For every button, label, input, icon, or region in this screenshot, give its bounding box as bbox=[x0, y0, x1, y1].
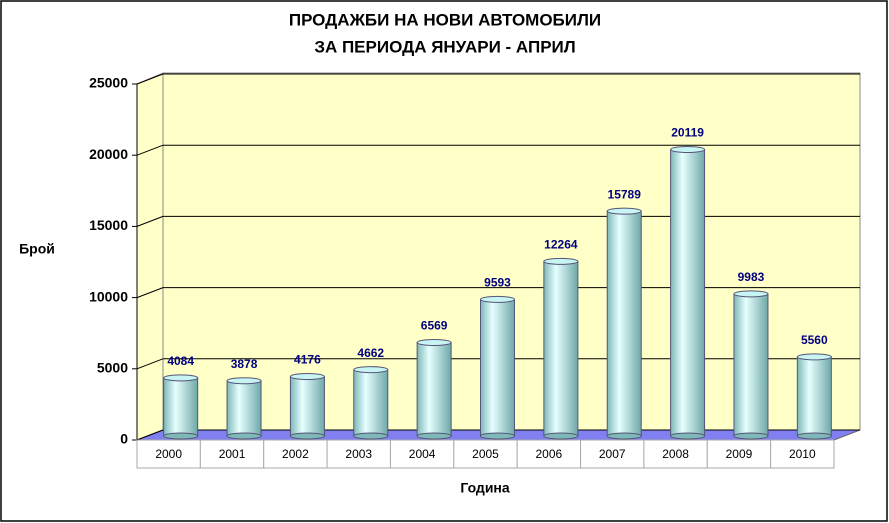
chart-title: ПРОДАЖБИ НА НОВИ АВТОМОБИЛИ bbox=[289, 10, 601, 29]
x-tick-label: 2001 bbox=[219, 447, 246, 461]
bar-body bbox=[733, 293, 769, 437]
x-tick-label: 2003 bbox=[345, 447, 372, 461]
bar-body bbox=[796, 356, 832, 437]
x-tick-label: 2007 bbox=[599, 447, 626, 461]
bar bbox=[480, 295, 515, 440]
category-cell bbox=[770, 439, 835, 469]
bar-bottom bbox=[480, 432, 515, 440]
bar-bottom bbox=[733, 432, 769, 440]
y-tick-label: 25000 bbox=[89, 75, 128, 91]
bar-top bbox=[480, 295, 515, 303]
bar-top bbox=[796, 353, 832, 361]
value-label: 6569 bbox=[421, 319, 448, 333]
bar-body bbox=[289, 376, 325, 437]
bar bbox=[796, 353, 832, 440]
bar-bottom bbox=[226, 432, 262, 440]
value-label: 3878 bbox=[231, 357, 258, 371]
bar bbox=[733, 290, 769, 440]
bar-bottom bbox=[543, 432, 579, 440]
value-label: 9593 bbox=[484, 276, 511, 290]
bar bbox=[416, 338, 452, 440]
bar-top bbox=[353, 366, 389, 374]
x-tick-label: 2006 bbox=[536, 447, 563, 461]
bar bbox=[226, 377, 262, 440]
value-label: 20119 bbox=[671, 126, 704, 140]
bar-top bbox=[163, 374, 199, 382]
category-cell bbox=[453, 439, 518, 469]
category-cell bbox=[136, 439, 201, 469]
value-label: 4084 bbox=[167, 354, 194, 368]
bar-bottom bbox=[670, 432, 706, 440]
grid-line bbox=[136, 144, 164, 156]
x-tick-label: 2009 bbox=[726, 447, 753, 461]
value-label: 5560 bbox=[801, 333, 828, 347]
bar-body bbox=[543, 260, 579, 437]
bar bbox=[353, 366, 389, 440]
bar-top bbox=[733, 290, 769, 298]
bar-bottom bbox=[289, 432, 325, 440]
bar-body bbox=[163, 377, 199, 437]
y-tick-label: 10000 bbox=[89, 288, 128, 304]
bar-body bbox=[480, 298, 515, 437]
grid-line bbox=[136, 429, 164, 441]
bar-top bbox=[289, 373, 325, 381]
category-cell bbox=[643, 439, 708, 469]
bar-top bbox=[606, 207, 642, 215]
bar-body bbox=[670, 149, 706, 437]
bar-top bbox=[543, 257, 579, 265]
value-label: 12264 bbox=[544, 238, 578, 252]
x-tick-label: 2002 bbox=[282, 447, 309, 461]
y-tick-label: 20000 bbox=[89, 146, 128, 162]
x-tick-label: 2005 bbox=[472, 447, 499, 461]
y-axis-label: Брой bbox=[19, 241, 55, 257]
x-axis-label: Година bbox=[460, 480, 510, 496]
y-tick-label: 15000 bbox=[89, 217, 128, 233]
bar-body bbox=[416, 341, 452, 437]
side-wall bbox=[136, 72, 164, 441]
chart-subtitle: ЗА ПЕРИОДА ЯНУАРИ - АПРИЛ bbox=[314, 37, 575, 56]
bar-bottom bbox=[163, 432, 199, 440]
bar-bottom bbox=[606, 432, 642, 440]
bar bbox=[163, 374, 199, 440]
value-label: 9983 bbox=[738, 270, 765, 284]
value-label: 4662 bbox=[357, 346, 384, 360]
grid-line bbox=[136, 358, 164, 370]
x-tick-label: 2010 bbox=[789, 447, 816, 461]
y-tick-label: 0 bbox=[120, 431, 128, 447]
grid-line bbox=[136, 287, 164, 299]
bar bbox=[543, 257, 579, 440]
bar-bottom bbox=[353, 432, 389, 440]
bar-top bbox=[416, 338, 452, 346]
bar-bottom bbox=[796, 432, 832, 440]
bar-body bbox=[226, 380, 262, 437]
bar bbox=[289, 373, 325, 440]
y-tick-label: 5000 bbox=[97, 360, 128, 376]
grid-line bbox=[136, 215, 164, 227]
grid-line bbox=[136, 73, 164, 85]
value-label: 15789 bbox=[608, 187, 642, 201]
bar-body bbox=[606, 210, 642, 437]
value-label: 4176 bbox=[294, 353, 321, 367]
bar-body bbox=[353, 369, 389, 437]
bar bbox=[670, 146, 706, 440]
x-tick-label: 2004 bbox=[409, 447, 436, 461]
category-cell bbox=[326, 439, 391, 469]
bar-top bbox=[226, 377, 262, 385]
bar-bottom bbox=[416, 432, 452, 440]
x-tick-label: 2008 bbox=[662, 447, 689, 461]
bar-top bbox=[670, 146, 706, 154]
x-tick-label: 2000 bbox=[155, 447, 182, 461]
bar bbox=[606, 207, 642, 440]
category-cell bbox=[580, 439, 645, 469]
